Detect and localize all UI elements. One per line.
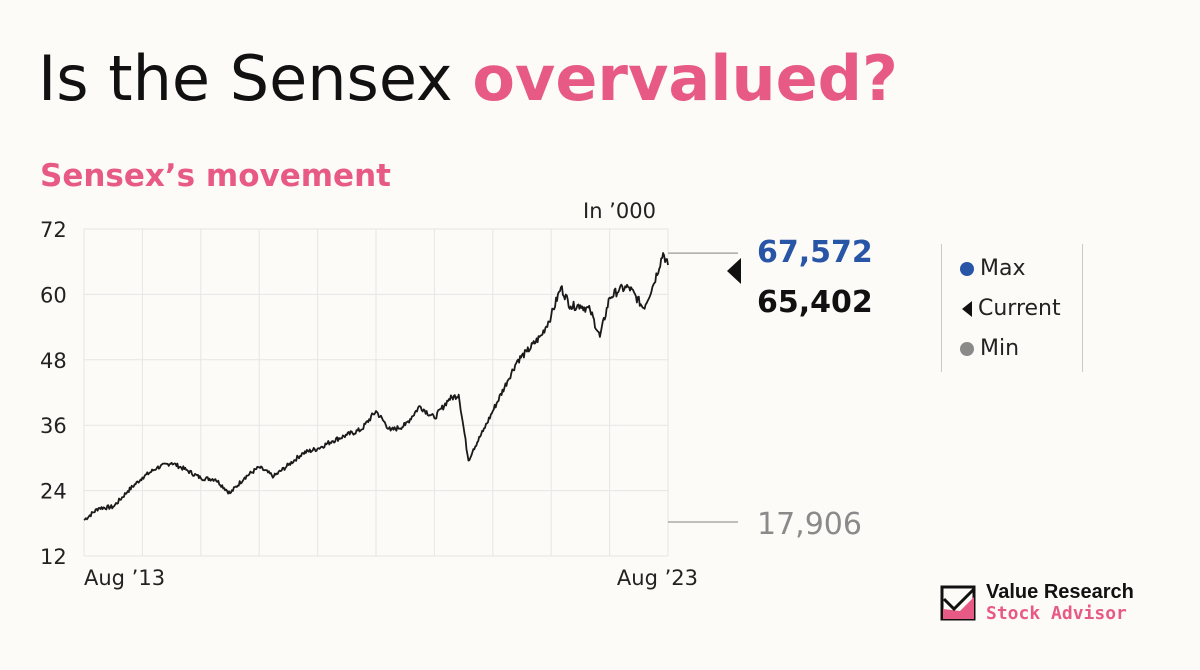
y-tick-label: 12: [40, 545, 67, 569]
y-tick-label: 72: [40, 218, 67, 242]
y-tick-label: 36: [40, 414, 67, 438]
min-value-label: 17,906: [757, 507, 862, 542]
y-tick-label: 60: [40, 283, 67, 307]
y-tick-label: 24: [40, 480, 67, 504]
max-value-label: 67,572: [757, 235, 873, 270]
title-accent: overvalued?: [472, 42, 898, 115]
current-value-label: 65,402: [757, 285, 873, 320]
legend: Max Current Min: [941, 244, 1083, 372]
legend-label-current: Current: [978, 296, 1061, 321]
brand-name: Value Research: [986, 581, 1134, 603]
brand-product: Stock Advisor: [986, 603, 1127, 624]
current-marker-icon: [727, 257, 741, 284]
x-tick-label: Aug ’23: [617, 566, 698, 590]
page-title: Is the Sensex overvalued?: [38, 48, 898, 110]
x-tick-label: Aug ’13: [84, 566, 165, 590]
checkbox-logo-icon: [940, 585, 976, 620]
max-dot-icon: [960, 261, 974, 276]
legend-label-max: Max: [980, 256, 1026, 281]
sensex-series-line: [83, 252, 669, 521]
current-triangle-icon: [962, 300, 972, 317]
legend-item-current: Current: [960, 296, 1061, 321]
brand-logo: Value Research Stock Advisor: [940, 582, 1134, 623]
title-prefix: Is the Sensex: [38, 42, 473, 115]
min-dot-icon: [960, 341, 974, 356]
chart-subtitle: Sensex’s movement: [40, 158, 391, 194]
y-tick-label: 48: [40, 349, 67, 373]
legend-item-min: Min: [960, 336, 1019, 361]
legend-label-min: Min: [980, 336, 1020, 361]
unit-label: In ’000: [583, 199, 656, 223]
legend-item-max: Max: [960, 256, 1025, 281]
